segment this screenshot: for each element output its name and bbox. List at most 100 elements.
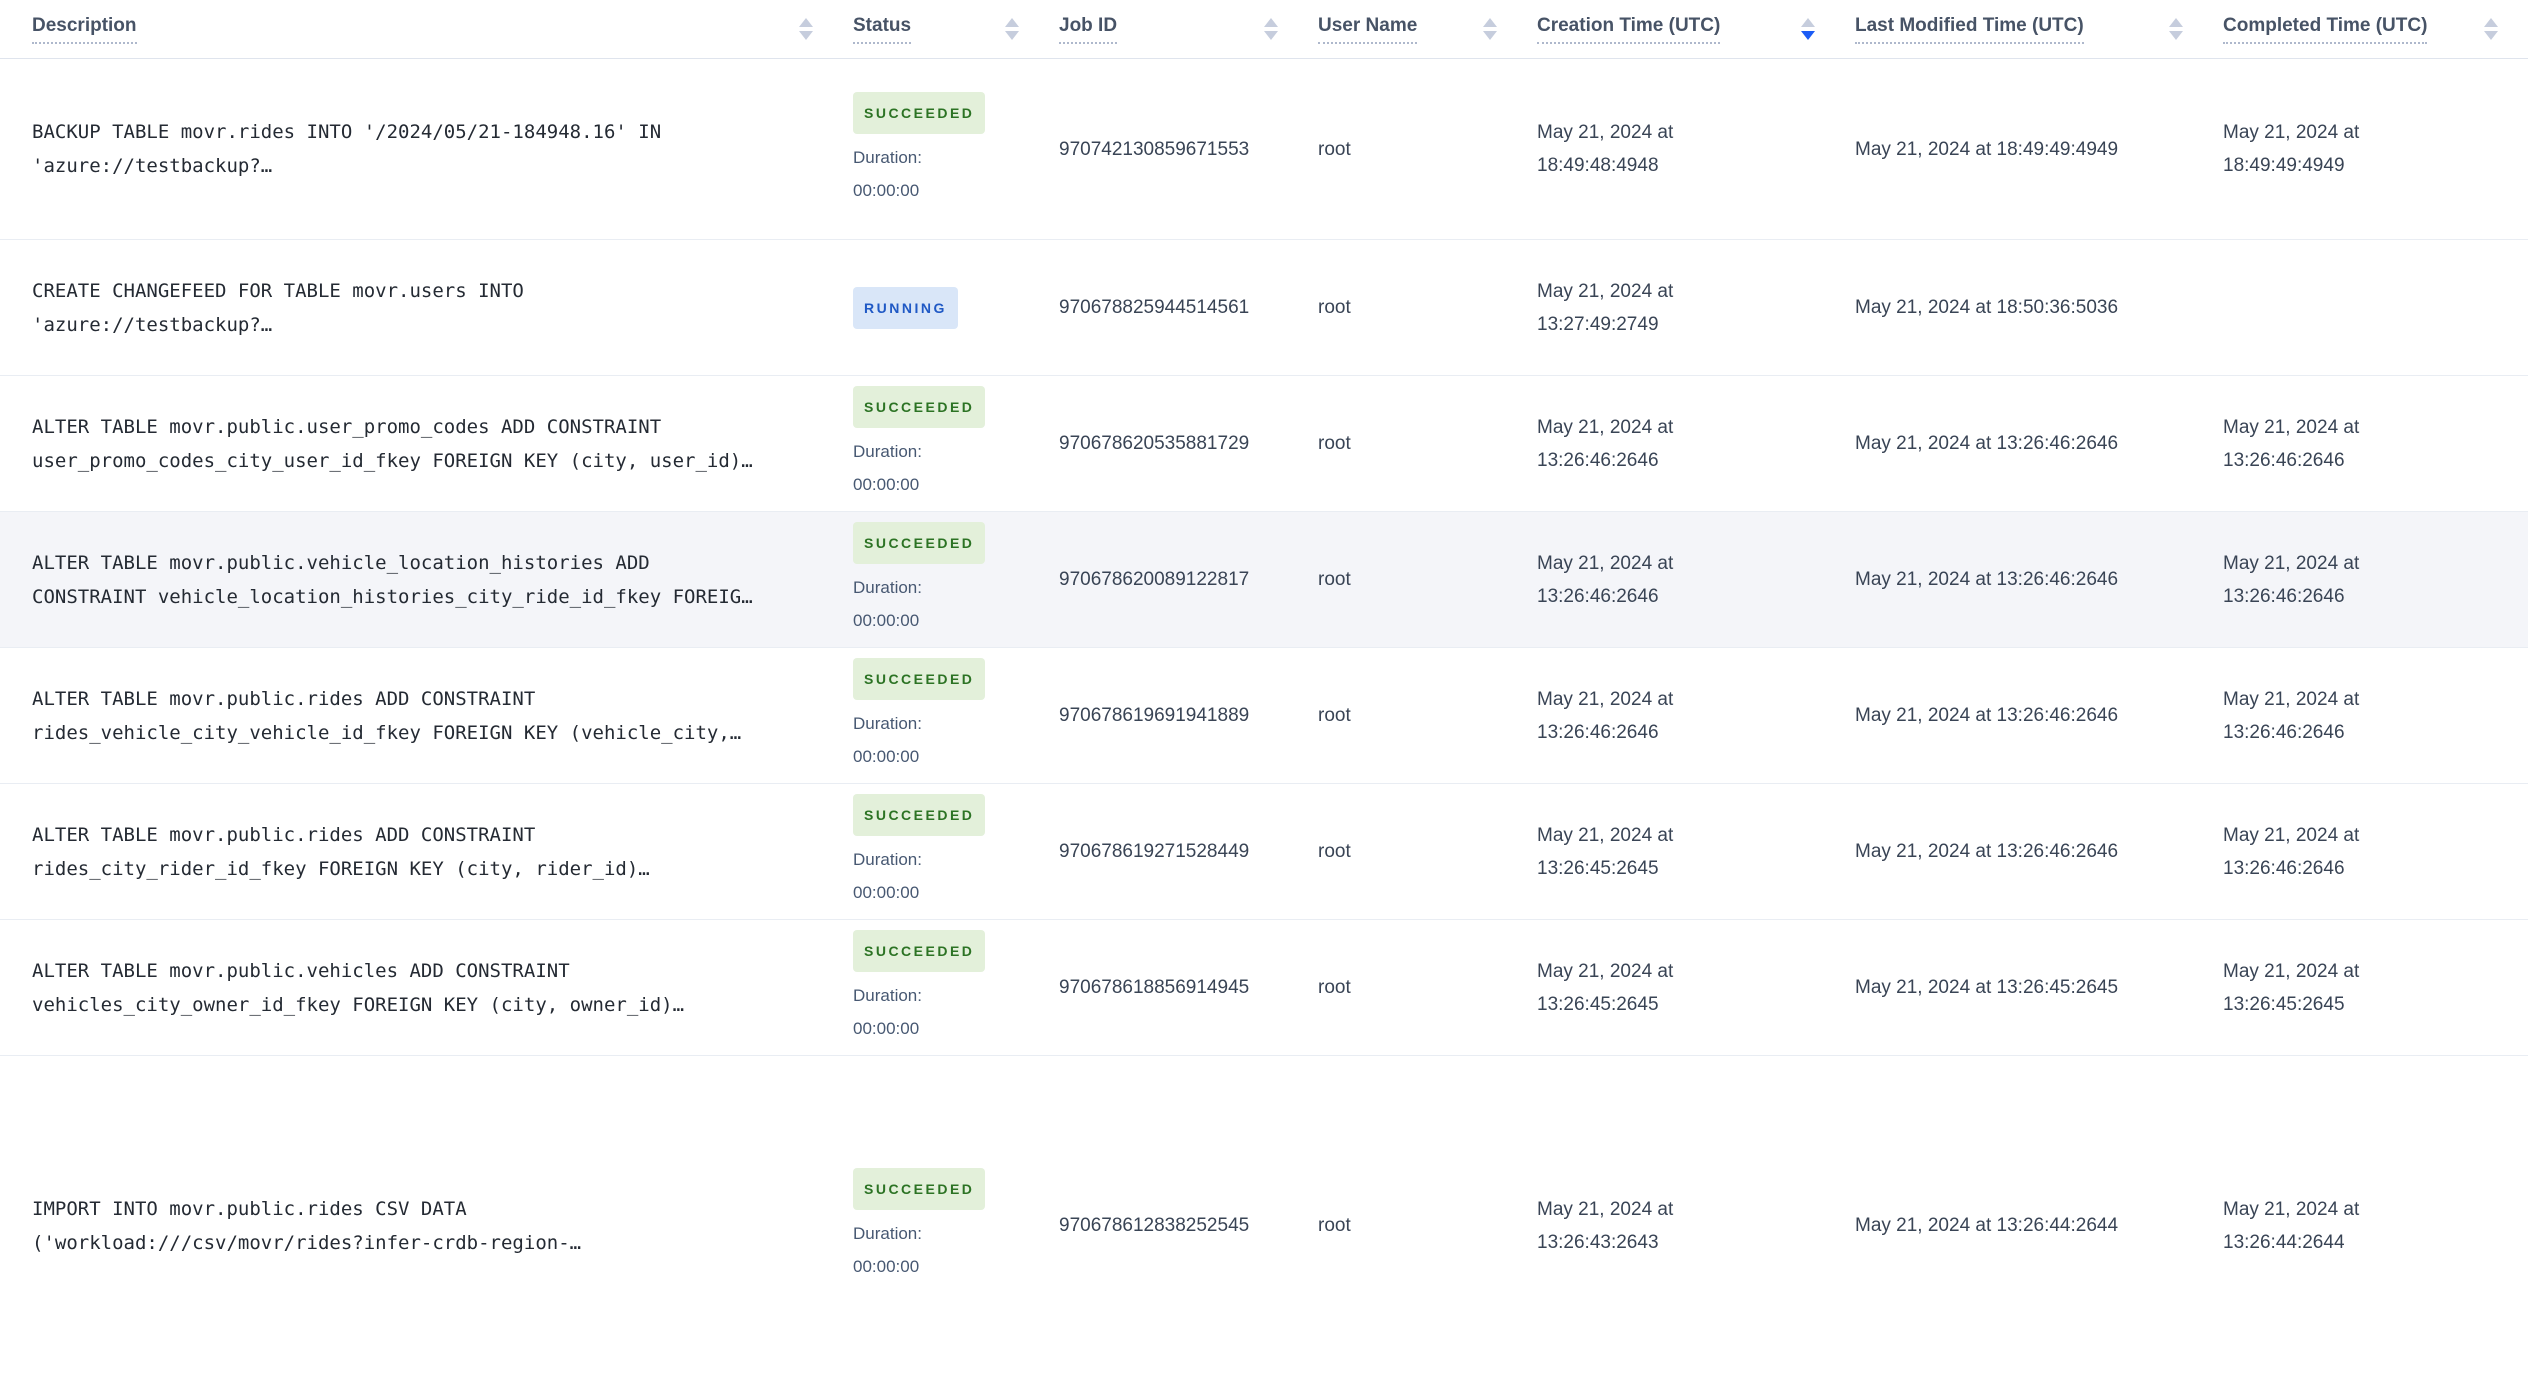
duration-value: 00:00:00 <box>853 747 920 766</box>
column-header-user-name[interactable]: User Name <box>1308 0 1527 59</box>
job-description-link[interactable]: ALTER TABLE movr.public.vehicle_location… <box>32 551 753 608</box>
sort-icon <box>1801 18 1815 40</box>
column-header-completed-time[interactable]: Completed Time (UTC) <box>2213 0 2528 59</box>
job-description-link[interactable]: BACKUP TABLE movr.rides INTO '/2024/05/2… <box>32 121 662 177</box>
column-header-label: Description <box>32 15 137 44</box>
creation-time: May 21, 2024 at 13:27:49:2749 <box>1537 280 1674 335</box>
job-id: 970678825944514561 <box>1059 297 1250 318</box>
sort-icon <box>799 18 813 40</box>
sort-up-arrow-icon <box>2484 18 2498 27</box>
duration-block: Duration: 00:00:00 <box>853 979 1049 1045</box>
creation-time: May 21, 2024 at 13:26:46:2646 <box>1537 688 1674 743</box>
duration-label: Duration: <box>853 442 922 461</box>
user-name: root <box>1318 977 1351 998</box>
creation-time: May 21, 2024 at 13:26:46:2646 <box>1537 552 1674 607</box>
last-modified-time: May 21, 2024 at 13:26:46:2646 <box>1855 705 2119 726</box>
duration-label: Duration: <box>853 1224 922 1244</box>
sort-down-arrow-icon <box>1483 31 1497 40</box>
job-id: 970678620089122817 <box>1059 569 1250 590</box>
duration-value: 00:00:00 <box>853 883 920 902</box>
sort-icon <box>1264 18 1278 40</box>
status-badge: SUCCEEDED <box>853 91 986 134</box>
table-row: ALTER TABLE movr.public.rides ADD CONSTR… <box>0 647 2528 784</box>
status-badge: SUCCEEDED <box>853 1168 986 1211</box>
status-badge: SUCCEEDED <box>853 386 986 428</box>
duration-block: Duration: 00:00:00 <box>853 707 1049 773</box>
table-row: ALTER TABLE movr.public.user_promo_codes… <box>0 375 2528 512</box>
creation-time: May 21, 2024 at 13:26:46:2646 <box>1537 416 1674 471</box>
table-row: CREATE CHANGEFEED FOR TABLE movr.users I… <box>0 239 2528 376</box>
last-modified-time: May 21, 2024 at 13:26:46:2646 <box>1855 569 2119 590</box>
column-header-job-id[interactable]: Job ID <box>1049 0 1308 59</box>
duration-block: Duration: 00:00:00 <box>853 1217 1049 1283</box>
status-badge: SUCCEEDED <box>853 522 986 564</box>
job-id: 970678620535881729 <box>1059 433 1250 454</box>
user-name: root <box>1318 138 1351 160</box>
job-description-link[interactable]: ALTER TABLE movr.public.user_promo_codes… <box>32 415 753 472</box>
completed-time: May 21, 2024 at 13:26:45:2645 <box>2223 960 2360 1015</box>
job-description-link[interactable]: ALTER TABLE movr.public.rides ADD CONSTR… <box>32 687 742 744</box>
completed-time: May 21, 2024 at 18:49:49:4949 <box>2223 122 2360 176</box>
column-header-status[interactable]: Status <box>843 0 1049 59</box>
column-header-description[interactable]: Description <box>0 0 843 59</box>
duration-label: Duration: <box>853 578 922 597</box>
sort-icon <box>2169 18 2183 40</box>
column-header-label: Creation Time (UTC) <box>1537 15 1721 44</box>
duration-block: Duration: 00:00:00 <box>853 571 1049 637</box>
user-name: root <box>1318 1215 1351 1237</box>
sort-icon <box>1005 18 1019 40</box>
job-id: 970742130859671553 <box>1059 138 1250 160</box>
table-row: ALTER TABLE movr.public.vehicle_location… <box>0 511 2528 648</box>
duration-block: Duration: 00:00:00 <box>853 435 1049 501</box>
table-row: ALTER TABLE movr.public.rides ADD CONSTR… <box>0 783 2528 920</box>
job-description-link[interactable]: IMPORT INTO movr.public.rides CSV DATA (… <box>32 1197 582 1254</box>
column-header-label: Job ID <box>1059 15 1118 44</box>
duration-value: 00:00:00 <box>853 180 920 200</box>
table-header-row: Description Status Job ID User Name Crea… <box>0 0 2528 59</box>
column-header-label: Status <box>853 15 912 44</box>
user-name: root <box>1318 297 1351 318</box>
sort-up-arrow-icon <box>2169 18 2183 27</box>
column-header-label: Last Modified Time (UTC) <box>1855 15 2084 44</box>
duration-label: Duration: <box>853 986 922 1005</box>
status-badge: SUCCEEDED <box>853 658 986 700</box>
job-description-link[interactable]: CREATE CHANGEFEED FOR TABLE movr.users I… <box>32 279 524 336</box>
user-name: root <box>1318 705 1351 726</box>
duration-value: 00:00:00 <box>853 1257 920 1277</box>
sort-up-arrow-icon <box>1483 18 1497 27</box>
creation-time: May 21, 2024 at 13:26:45:2645 <box>1537 960 1674 1015</box>
job-id: 970678618856914945 <box>1059 977 1250 998</box>
job-description-link[interactable]: ALTER TABLE movr.public.vehicles ADD CON… <box>32 959 685 1016</box>
last-modified-time: May 21, 2024 at 13:26:46:2646 <box>1855 433 2119 454</box>
sort-down-arrow-icon <box>799 31 813 40</box>
duration-block: Duration: 00:00:00 <box>853 141 1049 207</box>
column-header-creation-time[interactable]: Creation Time (UTC) <box>1527 0 1845 59</box>
creation-time: May 21, 2024 at 18:49:48:4948 <box>1537 122 1674 176</box>
column-header-last-modified-time[interactable]: Last Modified Time (UTC) <box>1845 0 2213 59</box>
duration-label: Duration: <box>853 850 922 869</box>
job-id: 970678612838252545 <box>1059 1215 1250 1237</box>
status-badge: SUCCEEDED <box>853 794 986 836</box>
creation-time: May 21, 2024 at 13:26:43:2643 <box>1537 1198 1674 1253</box>
last-modified-time: May 21, 2024 at 13:26:45:2645 <box>1855 977 2119 998</box>
last-modified-time: May 21, 2024 at 13:26:46:2646 <box>1855 841 2119 862</box>
duration-label: Duration: <box>853 714 922 733</box>
last-modified-time: May 21, 2024 at 18:50:36:5036 <box>1855 297 2119 318</box>
status-badge: RUNNING <box>853 286 958 329</box>
last-modified-time: May 21, 2024 at 18:49:49:4949 <box>1855 138 2119 160</box>
duration-label: Duration: <box>853 147 922 167</box>
sort-up-arrow-icon <box>1801 18 1815 27</box>
column-header-label: User Name <box>1318 15 1418 44</box>
column-header-label: Completed Time (UTC) <box>2223 15 2428 44</box>
sort-icon <box>2484 18 2498 40</box>
duration-value: 00:00:00 <box>853 1019 920 1038</box>
table-row: BACKUP TABLE movr.rides INTO '/2024/05/2… <box>0 58 2528 240</box>
job-description-link[interactable]: ALTER TABLE movr.public.rides ADD CONSTR… <box>32 823 650 880</box>
user-name: root <box>1318 433 1351 454</box>
sort-up-arrow-icon <box>1264 18 1278 27</box>
duration-value: 00:00:00 <box>853 475 920 494</box>
sort-up-arrow-icon <box>1005 18 1019 27</box>
jobs-table-body: BACKUP TABLE movr.rides INTO '/2024/05/2… <box>0 58 2528 1396</box>
completed-time: May 21, 2024 at 13:26:46:2646 <box>2223 824 2360 879</box>
duration-block: Duration: 00:00:00 <box>853 843 1049 909</box>
